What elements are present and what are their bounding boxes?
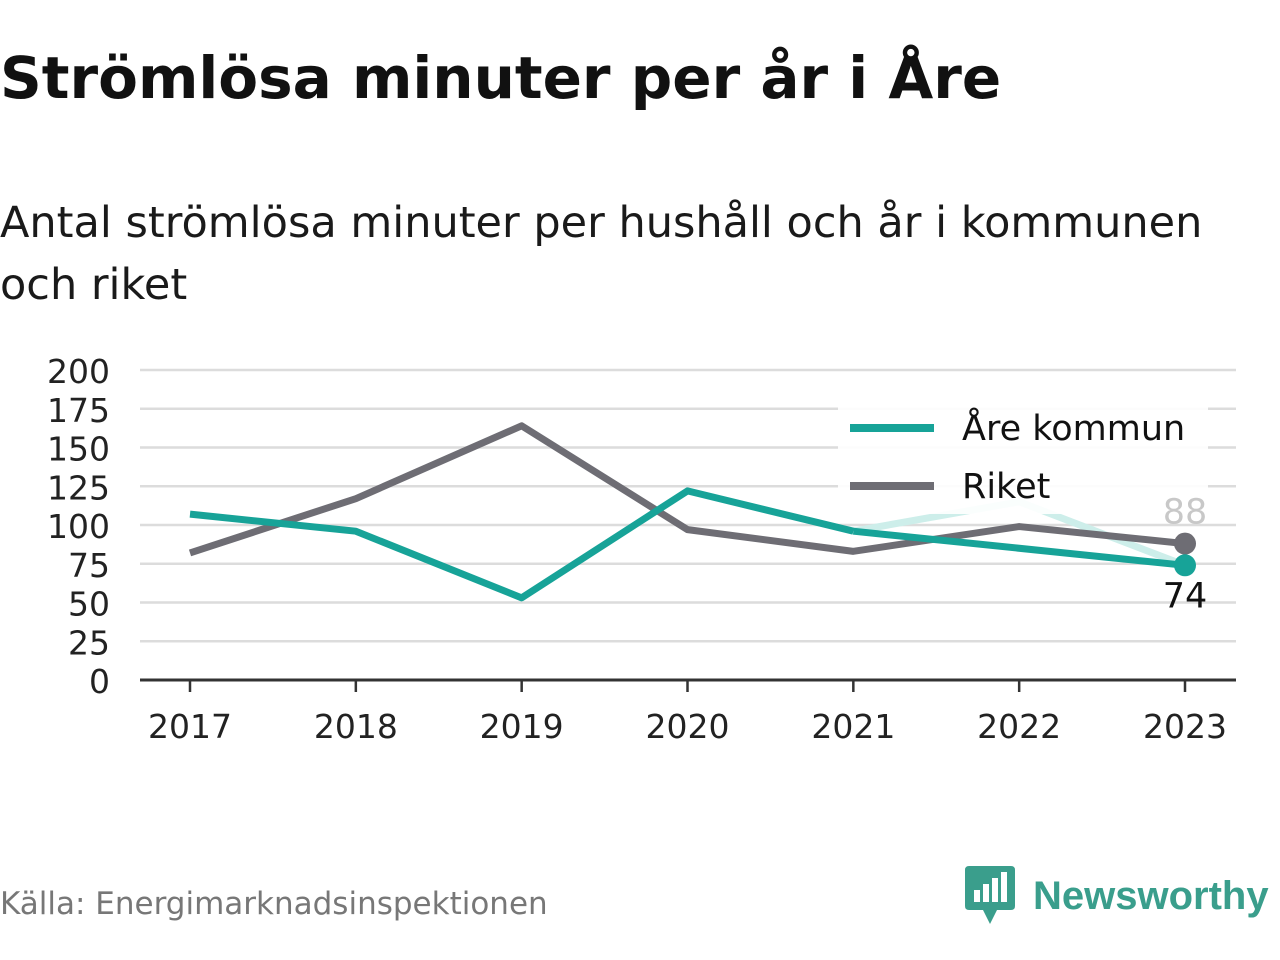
- y-tick-label: 200: [47, 352, 110, 391]
- y-tick-label: 100: [47, 507, 110, 546]
- newsworthy-logo-icon: [965, 866, 1015, 924]
- y-tick-label: 150: [47, 430, 110, 469]
- end-labels: 88 74: [1163, 493, 1208, 617]
- series-line-are-kommun-end: [852, 527, 1186, 569]
- legend: Åre kommun Riket: [838, 404, 1208, 514]
- y-tick-label: 25: [68, 623, 110, 662]
- x-tick-label: 2023: [1143, 707, 1227, 746]
- source-note: Källa: Energimarknadsinspektionen: [0, 886, 548, 922]
- x-tick-label: 2021: [811, 707, 895, 746]
- end-label-riket: 88: [1163, 493, 1208, 533]
- x-axis: 2017 2018 2019 2020 2021 2022 2023: [140, 678, 1236, 746]
- chart-subtitle: Antal strömlösa minuter per hushåll och …: [0, 198, 1203, 310]
- brand-logo: Newsworthy: [965, 866, 1269, 926]
- end-point-are-kommun: [1174, 554, 1196, 577]
- series-lines: [188, 422, 1196, 602]
- y-tick-label: 50: [68, 585, 110, 624]
- x-tick-label: 2018: [314, 707, 398, 746]
- x-tick-label: 2020: [646, 707, 730, 746]
- y-tick-label: 0: [89, 662, 110, 701]
- y-tick-label: 75: [68, 546, 110, 585]
- brand-name: Newsworthy: [1033, 873, 1269, 918]
- x-tick-label: 2019: [480, 707, 564, 746]
- y-tick-label: 175: [47, 391, 110, 430]
- legend-label-are-kommun: Åre kommun: [962, 406, 1185, 449]
- legend-background: [838, 404, 1208, 514]
- end-point-riket: [1174, 532, 1196, 555]
- end-label-are-kommun: 74: [1163, 576, 1208, 616]
- y-tick-label: 125: [47, 468, 110, 507]
- legend-label-riket: Riket: [962, 467, 1050, 507]
- series-line-riket: [188, 422, 1186, 557]
- x-tick-label: 2022: [977, 707, 1061, 746]
- x-tick-label: 2017: [148, 707, 232, 746]
- chart-title: Strömlösa minuter per år i Åre: [0, 44, 1002, 112]
- series-line-are-kommun: [189, 487, 855, 602]
